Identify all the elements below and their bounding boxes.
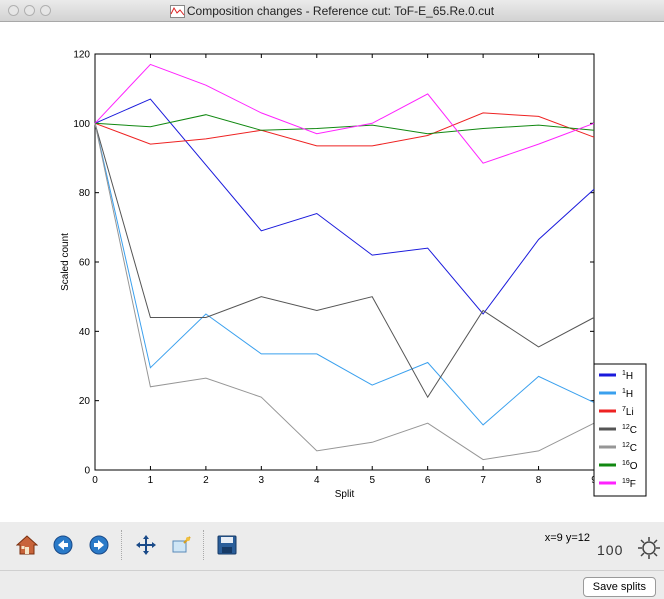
legend-entry: 12C <box>622 442 637 454</box>
save-disk-icon <box>217 535 237 555</box>
close-window-button[interactable] <box>8 5 19 16</box>
save-splits-button[interactable]: Save splits <box>582 577 656 597</box>
y-tick-label: 40 <box>79 327 91 338</box>
x-tick-label: 2 <box>203 475 209 486</box>
zoom-window-button[interactable] <box>40 5 51 16</box>
pan-button[interactable] <box>133 532 159 558</box>
back-button[interactable] <box>50 532 76 558</box>
series-line-h-1 <box>94 123 595 426</box>
back-arrow-icon <box>53 535 73 555</box>
legend-entry: 1H <box>622 370 633 382</box>
window-title: Composition changes - Reference cut: ToF… <box>186 4 495 18</box>
series-line-h-0 <box>94 98 595 315</box>
x-tick-label: 1 <box>148 475 154 486</box>
y-tick-label: 120 <box>73 50 90 61</box>
series-line-c-3 <box>94 123 595 399</box>
y-tick-label: 80 <box>79 188 91 199</box>
x-tick-label: 8 <box>536 475 542 486</box>
x-tick-label: 4 <box>314 475 320 486</box>
forward-button[interactable] <box>86 532 112 558</box>
y-tick-label: 20 <box>79 396 91 407</box>
bottom-bar: Save splits <box>0 570 664 599</box>
zoom-level: 100 <box>597 542 624 558</box>
y-tick-label: 0 <box>84 466 90 477</box>
plot-canvas[interactable]: 0123456789020406080100120SplitScaled cou… <box>0 22 664 522</box>
x-tick-label: 3 <box>259 475 265 486</box>
line-chart: 0123456789020406080100120SplitScaled cou… <box>60 50 647 500</box>
x-axis-label: Split <box>335 489 355 500</box>
forward-arrow-icon <box>89 535 109 555</box>
toolbar-separator <box>121 530 123 560</box>
y-tick-label: 60 <box>79 258 91 269</box>
legend-entry: 7Li <box>622 406 634 418</box>
legend-entry: 1H <box>622 388 633 400</box>
zoom-rect-button[interactable] <box>168 532 194 558</box>
y-axis-label: Scaled count <box>60 233 71 291</box>
app-chart-icon <box>169 4 185 18</box>
series-line-c-4 <box>94 123 595 461</box>
series-line-li-2 <box>94 112 595 147</box>
legend-entry: 12C <box>622 424 637 436</box>
title-bar: Composition changes - Reference cut: ToF… <box>0 0 664 22</box>
series-line-f-6 <box>94 63 595 164</box>
series-line-o-5 <box>94 114 595 135</box>
pan-move-icon <box>136 535 156 555</box>
toolbar-separator <box>203 530 205 560</box>
x-tick-label: 0 <box>92 475 98 486</box>
plot-frame <box>94 53 595 471</box>
x-tick-label: 7 <box>480 475 486 486</box>
legend-entry: 19F <box>622 478 636 490</box>
legend-entry: 16O <box>622 460 638 472</box>
brightness-gear-icon[interactable] <box>637 536 661 560</box>
zoom-rectangle-icon <box>172 536 191 553</box>
y-tick-label: 100 <box>73 119 90 130</box>
x-tick-label: 6 <box>425 475 431 486</box>
x-tick-label: 5 <box>369 475 375 486</box>
minimize-window-button[interactable] <box>24 5 35 16</box>
cursor-coordinates: x=9 y=12 <box>544 532 590 544</box>
home-icon <box>16 535 38 555</box>
save-figure-button[interactable] <box>214 532 240 558</box>
home-button[interactable] <box>14 532 40 558</box>
navigation-toolbar: x=9 y=12 100 <box>0 522 664 570</box>
